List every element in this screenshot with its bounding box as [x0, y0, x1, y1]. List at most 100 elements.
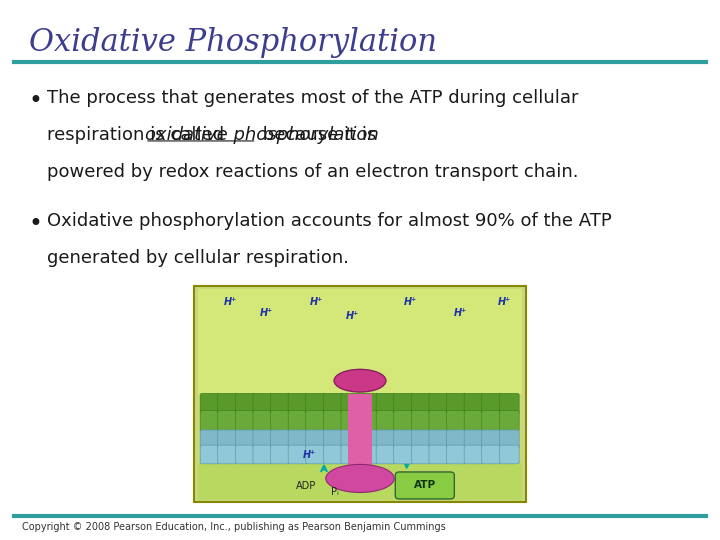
- Text: •: •: [29, 89, 42, 113]
- FancyBboxPatch shape: [341, 445, 361, 464]
- FancyBboxPatch shape: [235, 410, 255, 431]
- FancyBboxPatch shape: [235, 430, 255, 449]
- Text: oxidative phosphorylation: oxidative phosphorylation: [145, 126, 379, 144]
- FancyBboxPatch shape: [323, 445, 343, 464]
- FancyBboxPatch shape: [253, 393, 273, 414]
- Ellipse shape: [334, 369, 386, 392]
- FancyBboxPatch shape: [217, 445, 238, 464]
- FancyBboxPatch shape: [464, 393, 484, 414]
- Ellipse shape: [325, 464, 395, 492]
- FancyBboxPatch shape: [217, 393, 238, 414]
- FancyBboxPatch shape: [500, 430, 519, 449]
- FancyBboxPatch shape: [323, 410, 343, 431]
- FancyBboxPatch shape: [323, 393, 343, 414]
- FancyBboxPatch shape: [446, 445, 467, 464]
- FancyBboxPatch shape: [500, 445, 519, 464]
- FancyBboxPatch shape: [429, 430, 449, 449]
- FancyBboxPatch shape: [217, 430, 238, 449]
- FancyBboxPatch shape: [200, 410, 220, 431]
- FancyBboxPatch shape: [200, 445, 220, 464]
- FancyBboxPatch shape: [376, 393, 396, 414]
- FancyBboxPatch shape: [271, 410, 290, 431]
- FancyBboxPatch shape: [394, 393, 413, 414]
- FancyBboxPatch shape: [198, 289, 522, 394]
- FancyBboxPatch shape: [200, 393, 220, 414]
- Text: The process that generates most of the ATP during cellular: The process that generates most of the A…: [47, 89, 578, 107]
- FancyBboxPatch shape: [271, 445, 290, 464]
- FancyBboxPatch shape: [394, 445, 413, 464]
- FancyBboxPatch shape: [288, 430, 308, 449]
- FancyBboxPatch shape: [394, 430, 413, 449]
- Text: Copyright © 2008 Pearson Education, Inc., publishing as Pearson Benjamin Cumming: Copyright © 2008 Pearson Education, Inc.…: [22, 522, 446, 531]
- FancyBboxPatch shape: [500, 410, 519, 431]
- FancyBboxPatch shape: [341, 393, 361, 414]
- FancyBboxPatch shape: [482, 445, 502, 464]
- FancyBboxPatch shape: [464, 445, 484, 464]
- FancyBboxPatch shape: [198, 463, 522, 500]
- Text: Oxidative Phosphorylation: Oxidative Phosphorylation: [29, 27, 437, 58]
- FancyBboxPatch shape: [376, 430, 396, 449]
- FancyBboxPatch shape: [464, 410, 484, 431]
- FancyBboxPatch shape: [235, 445, 255, 464]
- FancyBboxPatch shape: [306, 445, 325, 464]
- FancyBboxPatch shape: [217, 410, 238, 431]
- Text: generated by cellular respiration.: generated by cellular respiration.: [47, 249, 348, 267]
- FancyBboxPatch shape: [464, 430, 484, 449]
- FancyBboxPatch shape: [429, 445, 449, 464]
- Text: H⁺: H⁺: [404, 298, 417, 307]
- FancyBboxPatch shape: [348, 394, 372, 469]
- FancyBboxPatch shape: [359, 410, 379, 431]
- Text: respiration is called: respiration is called: [47, 126, 230, 144]
- FancyBboxPatch shape: [235, 393, 255, 414]
- Text: H⁺: H⁺: [498, 298, 510, 307]
- Text: H⁺: H⁺: [260, 308, 273, 318]
- FancyBboxPatch shape: [446, 430, 467, 449]
- Text: powered by redox reactions of an electron transport chain.: powered by redox reactions of an electro…: [47, 163, 578, 180]
- FancyBboxPatch shape: [429, 393, 449, 414]
- FancyBboxPatch shape: [376, 445, 396, 464]
- FancyBboxPatch shape: [411, 410, 431, 431]
- Text: Oxidative phosphorylation accounts for almost 90% of the ATP: Oxidative phosphorylation accounts for a…: [47, 212, 611, 230]
- FancyBboxPatch shape: [482, 430, 502, 449]
- FancyBboxPatch shape: [429, 410, 449, 431]
- FancyBboxPatch shape: [288, 393, 308, 414]
- FancyBboxPatch shape: [194, 286, 526, 502]
- FancyBboxPatch shape: [394, 410, 413, 431]
- FancyBboxPatch shape: [359, 393, 379, 414]
- FancyBboxPatch shape: [288, 445, 308, 464]
- Text: Pᵢ: Pᵢ: [331, 488, 338, 497]
- FancyBboxPatch shape: [359, 430, 379, 449]
- Text: ADP: ADP: [296, 481, 316, 491]
- Text: H⁺: H⁺: [303, 450, 316, 460]
- Text: H⁺: H⁺: [310, 298, 323, 307]
- FancyBboxPatch shape: [411, 430, 431, 449]
- Text: •: •: [29, 212, 42, 236]
- FancyBboxPatch shape: [359, 445, 379, 464]
- Text: ATP: ATP: [414, 481, 436, 490]
- Text: H⁺: H⁺: [454, 308, 467, 318]
- FancyBboxPatch shape: [376, 410, 396, 431]
- FancyBboxPatch shape: [253, 410, 273, 431]
- FancyBboxPatch shape: [341, 430, 361, 449]
- Text: H⁺: H⁺: [346, 311, 359, 321]
- FancyBboxPatch shape: [253, 430, 273, 449]
- FancyBboxPatch shape: [446, 410, 467, 431]
- FancyBboxPatch shape: [446, 393, 467, 414]
- FancyBboxPatch shape: [411, 393, 431, 414]
- FancyBboxPatch shape: [288, 410, 308, 431]
- FancyBboxPatch shape: [306, 430, 325, 449]
- FancyBboxPatch shape: [200, 430, 220, 449]
- FancyBboxPatch shape: [341, 410, 361, 431]
- FancyBboxPatch shape: [323, 430, 343, 449]
- Text: because it is: because it is: [256, 126, 376, 144]
- FancyBboxPatch shape: [271, 393, 290, 414]
- FancyBboxPatch shape: [411, 445, 431, 464]
- FancyBboxPatch shape: [253, 445, 273, 464]
- FancyBboxPatch shape: [500, 393, 519, 414]
- FancyBboxPatch shape: [482, 393, 502, 414]
- FancyBboxPatch shape: [482, 410, 502, 431]
- FancyBboxPatch shape: [306, 410, 325, 431]
- FancyBboxPatch shape: [306, 393, 325, 414]
- FancyBboxPatch shape: [395, 472, 454, 499]
- Text: H⁺: H⁺: [224, 298, 237, 307]
